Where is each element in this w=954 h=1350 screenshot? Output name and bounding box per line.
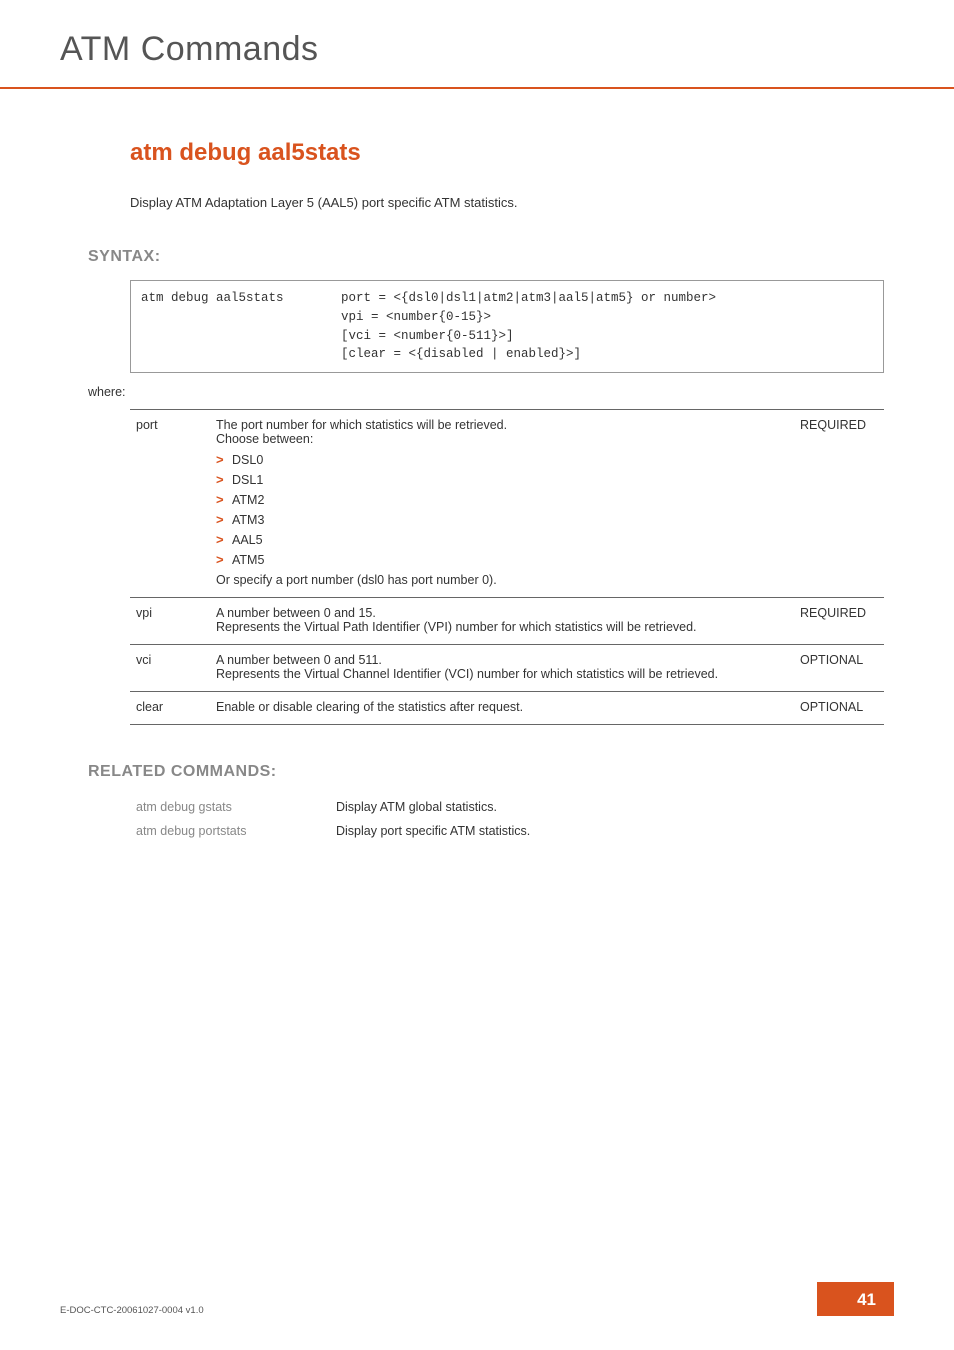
page-footer: E-DOC-CTC-20061027-0004 v1.0 41 [0, 1282, 954, 1316]
command-description: Display ATM Adaptation Layer 5 (AAL5) po… [130, 195, 884, 210]
related-cmd-desc: Display port specific ATM statistics. [330, 819, 884, 843]
list-item: >DSL0 [216, 452, 788, 467]
option-label: ATM3 [232, 513, 264, 527]
param-required: REQUIRED [794, 410, 884, 598]
param-required: OPTIONAL [794, 692, 884, 725]
param-required: REQUIRED [794, 598, 884, 645]
list-item: >DSL1 [216, 472, 788, 487]
param-desc-intro: The port number for which statistics wil… [216, 418, 788, 432]
list-item: >ATM2 [216, 492, 788, 507]
param-desc-outro: Or specify a port number (dsl0 has port … [216, 573, 788, 587]
arrow-icon: > [216, 452, 232, 467]
syntax-arg-line: port = <{dsl0|dsl1|atm2|atm3|aal5|atm5} … [341, 291, 716, 305]
param-name: port [130, 410, 210, 598]
arrow-icon: > [216, 532, 232, 547]
option-label: AAL5 [232, 533, 263, 547]
related-commands-table: atm debug gstats Display ATM global stat… [130, 795, 884, 843]
list-item: >AAL5 [216, 532, 788, 547]
option-label: DSL1 [232, 473, 263, 487]
option-label: DSL0 [232, 453, 263, 467]
param-desc: Enable or disable clearing of the statis… [210, 692, 794, 725]
syntax-box: atm debug aal5statsport = <{dsl0|dsl1|at… [130, 280, 884, 373]
list-item: >ATM5 [216, 552, 788, 567]
param-name: vpi [130, 598, 210, 645]
arrow-icon: > [216, 492, 232, 507]
param-choose-label: Choose between: [216, 432, 788, 446]
param-required: OPTIONAL [794, 645, 884, 692]
list-item: >ATM3 [216, 512, 788, 527]
param-desc: A number between 0 and 511. Represents t… [210, 645, 794, 692]
table-row: atm debug portstats Display port specifi… [130, 819, 884, 843]
arrow-icon: > [216, 552, 232, 567]
related-section: RELATED COMMANDS: atm debug gstats Displ… [130, 763, 884, 843]
content: atm debug aal5stats Display ATM Adaptati… [0, 89, 954, 843]
syntax-args: port = <{dsl0|dsl1|atm2|atm3|aal5|atm5} … [341, 289, 716, 364]
param-desc: The port number for which statistics wil… [210, 410, 794, 598]
syntax-arg-line: [vci = <number{0-511}>] [341, 329, 514, 343]
table-row: clear Enable or disable clearing of the … [130, 692, 884, 725]
param-desc-text: A number between 0 and 511. Represents t… [216, 653, 718, 681]
param-desc-text: Enable or disable clearing of the statis… [216, 700, 523, 714]
param-name: clear [130, 692, 210, 725]
arrow-icon: > [216, 472, 232, 487]
related-cmd-name: atm debug gstats [130, 795, 330, 819]
syntax-label: SYNTAX: [88, 248, 884, 266]
option-label: ATM2 [232, 493, 264, 507]
related-cmd-desc: Display ATM global statistics. [330, 795, 884, 819]
where-label: where: [88, 385, 884, 399]
option-label: ATM5 [232, 553, 264, 567]
param-options: >DSL0 >DSL1 >ATM2 >ATM3 >AAL5 >ATM5 [216, 452, 788, 567]
page-number: 41 [817, 1282, 894, 1316]
table-row: vci A number between 0 and 511. Represen… [130, 645, 884, 692]
params-table: port The port number for which statistic… [130, 409, 884, 725]
param-desc-text: A number between 0 and 15. Represents th… [216, 606, 697, 634]
related-label: RELATED COMMANDS: [88, 763, 884, 781]
syntax-arg-line: [clear = <{disabled | enabled}>] [341, 347, 581, 361]
page-title: ATM Commands [60, 30, 894, 69]
table-row: port The port number for which statistic… [130, 410, 884, 598]
related-cmd-name: atm debug portstats [130, 819, 330, 843]
param-desc: A number between 0 and 15. Represents th… [210, 598, 794, 645]
table-row: atm debug gstats Display ATM global stat… [130, 795, 884, 819]
table-row: vpi A number between 0 and 15. Represent… [130, 598, 884, 645]
syntax-cmd: atm debug aal5stats [141, 289, 341, 308]
doc-id: E-DOC-CTC-20061027-0004 v1.0 [60, 1305, 204, 1316]
arrow-icon: > [216, 512, 232, 527]
syntax-arg-line: vpi = <number{0-15}> [341, 310, 491, 324]
page-header: ATM Commands [0, 0, 954, 89]
param-name: vci [130, 645, 210, 692]
command-name: atm debug aal5stats [130, 139, 884, 167]
